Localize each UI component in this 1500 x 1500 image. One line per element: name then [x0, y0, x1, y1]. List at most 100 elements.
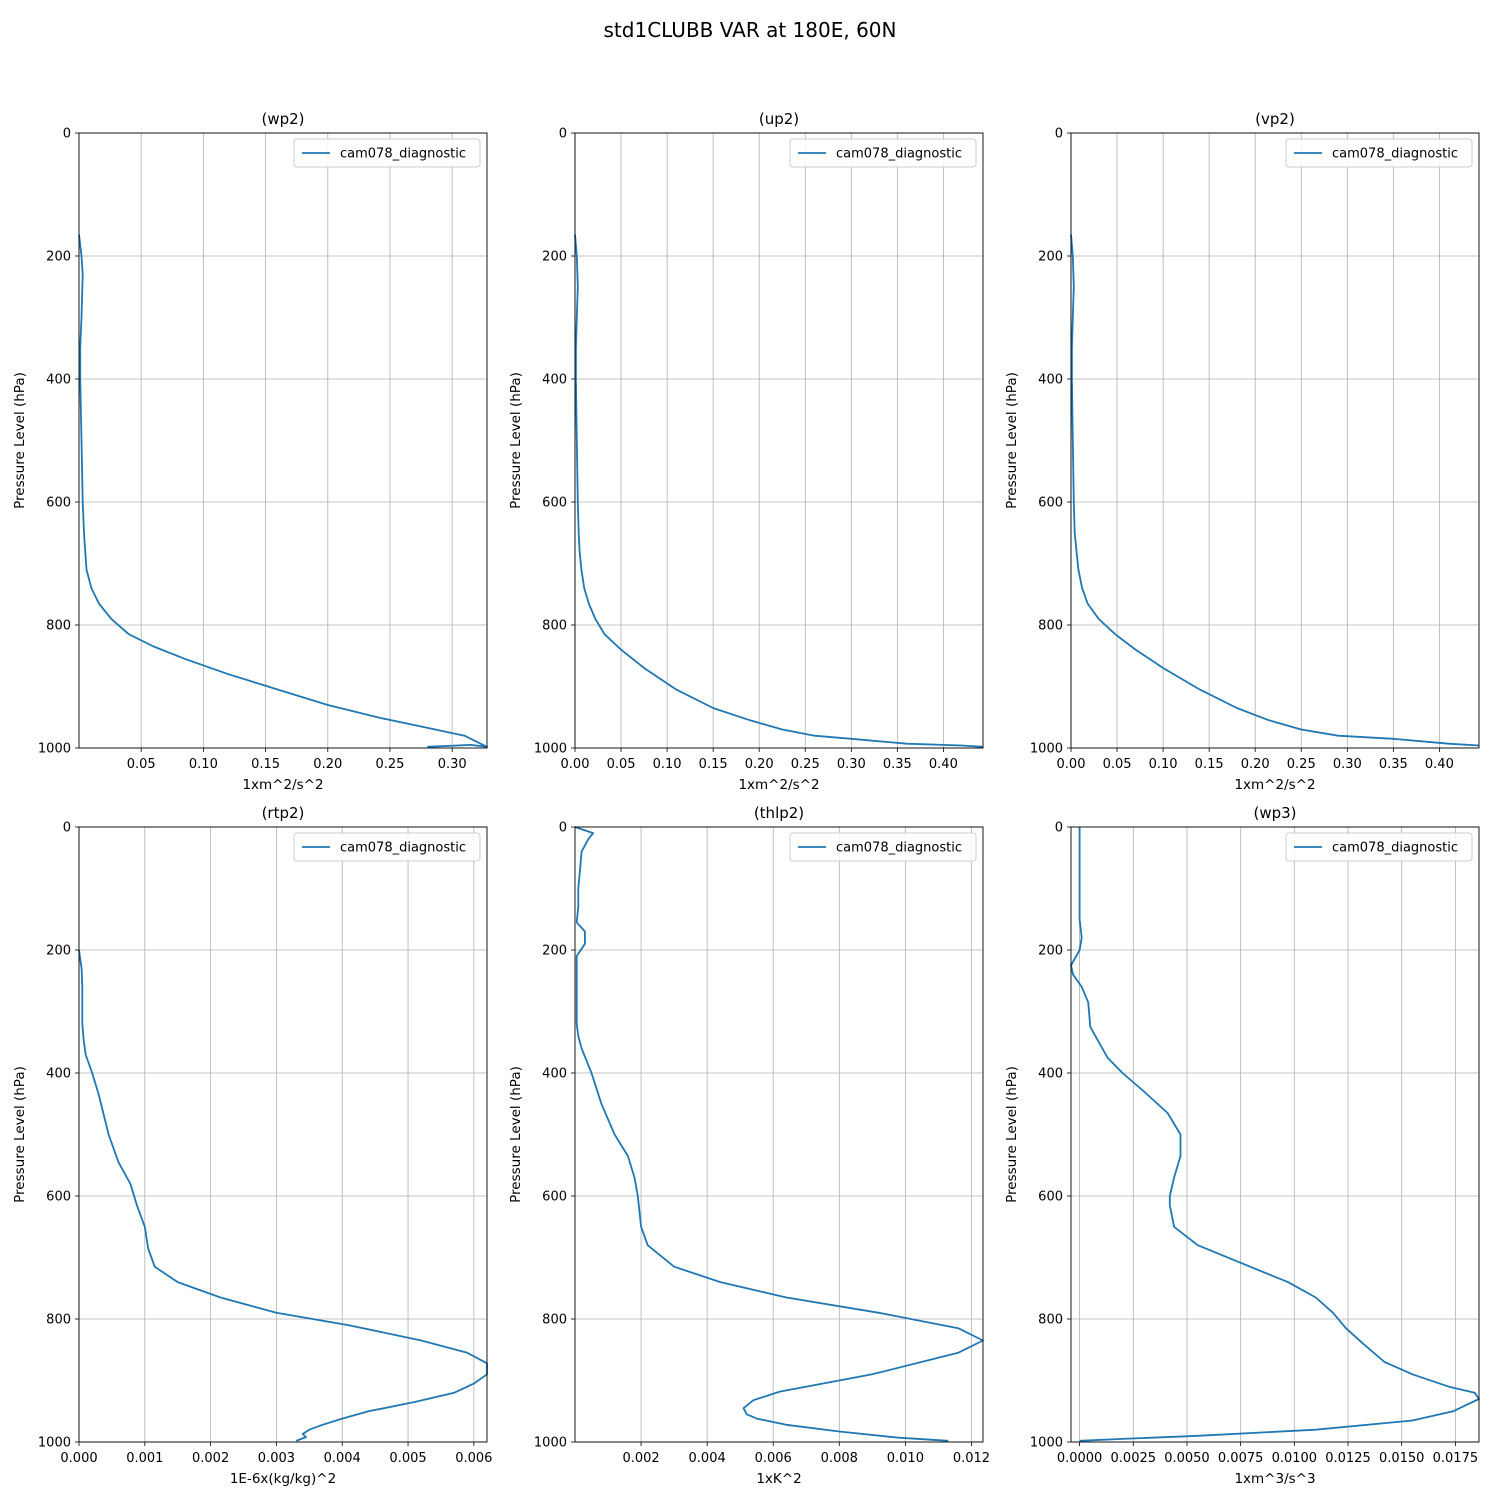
y-tick-label: 200 [1038, 250, 1063, 265]
legend-label: cam078_diagnostic [1332, 841, 1458, 856]
plot-area [1071, 827, 1479, 1442]
legend-label: cam078_diagnostic [836, 147, 962, 162]
x-tick-label: 0.0050 [1164, 1451, 1210, 1466]
axes-frame [78, 132, 488, 749]
y-tick-label: 0 [559, 127, 567, 142]
y-tick-label: 400 [542, 373, 567, 388]
legend: cam078_diagnostic [789, 832, 977, 862]
y-tick-label: 800 [46, 1313, 71, 1328]
x-tick-label: 0.30 [1333, 757, 1362, 772]
legend-box [1285, 832, 1473, 862]
panel-1: 0.00 0.05 0.10 0.15 0.20 0.25 0.30 0.35 0.40 0 200… [508, 110, 984, 793]
y-axis-label: Pressure Level (hPa) [508, 372, 524, 509]
y-tick-label: 600 [542, 1190, 567, 1205]
panel-2: 0.00 0.05 0.10 0.15 0.20 0.25 0.30 0.35 0.40 0 200… [1004, 110, 1480, 793]
x-tick-label: 0.002 [192, 1451, 229, 1466]
y-tick-label: 1000 [534, 1436, 567, 1451]
y-tick-label: 600 [46, 496, 71, 511]
series-line-0 [78, 234, 488, 748]
x-tick-label: 0.003 [258, 1451, 295, 1466]
panel-3: 0.000 0.001 0.002 0.003 0.004 0.005 0.006 0 200 4… [12, 804, 492, 1487]
x-tick-label: 0.0000 [1057, 1451, 1103, 1466]
y-tick-label: 1000 [1030, 1436, 1063, 1451]
panel-title: (rtp2) [262, 804, 305, 822]
y-tick-label: 0 [63, 127, 71, 142]
panel-title: (wp2) [261, 110, 304, 128]
legend-box [293, 138, 481, 168]
y-tick-label: 0 [1055, 127, 1063, 142]
x-tick-label: 0.004 [689, 1451, 726, 1466]
panel-4: 0.002 0.004 0.006 0.008 0.010 0.012 0 200 400 600… [508, 804, 990, 1487]
x-axis-label: 1xm^2/s^2 [1234, 777, 1315, 793]
legend: cam078_diagnostic [789, 138, 977, 168]
y-axis-label: Pressure Level (hPa) [12, 372, 28, 509]
series-line-0 [574, 234, 984, 748]
x-tick-label: 0.25 [791, 757, 820, 772]
legend-label: cam078_diagnostic [340, 147, 466, 162]
x-tick-label: 0.10 [189, 757, 218, 772]
legend: cam078_diagnostic [1285, 138, 1473, 168]
x-tick-label: 0.10 [653, 757, 682, 772]
y-tick-label: 800 [542, 1313, 567, 1328]
axes-frame [1070, 826, 1480, 1443]
x-tick-label: 0.20 [313, 757, 342, 772]
x-tick-label: 0.00 [1057, 757, 1086, 772]
series-line-0 [78, 949, 488, 1442]
x-tick-label: 0.25 [1287, 757, 1316, 772]
x-tick-label: 0.15 [1195, 757, 1224, 772]
y-tick-label: 800 [1038, 619, 1063, 634]
x-tick-label: 0.0025 [1111, 1451, 1157, 1466]
series-line-0 [1070, 827, 1480, 1442]
y-tick-label: 1000 [1030, 742, 1063, 757]
x-tick-label: 0.20 [1241, 757, 1270, 772]
x-tick-label: 0.0150 [1379, 1451, 1425, 1466]
y-tick-label: 0 [1055, 821, 1063, 836]
panel-title: (up2) [759, 110, 799, 128]
legend-box [789, 138, 977, 168]
x-tick-label: 0.006 [755, 1451, 792, 1466]
legend-box [1285, 138, 1473, 168]
legend: cam078_diagnostic [293, 138, 481, 168]
y-tick-label: 600 [1038, 496, 1063, 511]
panel-5: 0.0000 0.0025 0.0050 0.0075 0.0100 0.0125 0.01… [1004, 804, 1480, 1487]
x-tick-label: 0.35 [883, 757, 912, 772]
x-tick-label: 0.001 [126, 1451, 163, 1466]
x-tick-label: 0.006 [455, 1451, 492, 1466]
y-tick-label: 800 [46, 619, 71, 634]
x-tick-label: 0.008 [821, 1451, 858, 1466]
x-tick-label: 0.000 [60, 1451, 97, 1466]
x-axis-label: 1xm^2/s^2 [738, 777, 819, 793]
x-tick-label: 0.20 [745, 757, 774, 772]
x-tick-label: 0.0075 [1218, 1451, 1264, 1466]
plot-area [575, 827, 983, 1442]
y-axis-label: Pressure Level (hPa) [1004, 1066, 1020, 1203]
y-tick-label: 1000 [534, 742, 567, 757]
x-tick-label: 0.15 [251, 757, 280, 772]
panel-title: (vp2) [1255, 110, 1295, 128]
x-tick-label: 0.25 [375, 757, 404, 772]
x-tick-label: 0.30 [438, 757, 467, 772]
y-tick-label: 400 [542, 1067, 567, 1082]
x-tick-label: 0.002 [622, 1451, 659, 1466]
x-tick-label: 0.10 [1149, 757, 1178, 772]
legend: cam078_diagnostic [293, 832, 481, 862]
legend-box [789, 832, 977, 862]
x-tick-label: 0.05 [127, 757, 156, 772]
x-tick-label: 0.30 [837, 757, 866, 772]
x-tick-label: 0.0125 [1325, 1451, 1371, 1466]
legend-label: cam078_diagnostic [340, 841, 466, 856]
y-tick-label: 200 [1038, 944, 1063, 959]
y-tick-label: 400 [46, 1067, 71, 1082]
x-axis-label: 1xK^2 [756, 1471, 801, 1487]
plot-area [79, 827, 487, 1442]
axes-frame [78, 826, 488, 1443]
series-line-0 [574, 826, 984, 1442]
x-tick-label: 0.15 [699, 757, 728, 772]
panel-title: (wp3) [1253, 804, 1296, 822]
y-tick-label: 400 [46, 373, 71, 388]
y-tick-label: 200 [542, 250, 567, 265]
x-tick-label: 0.35 [1379, 757, 1408, 772]
figure-title: std1CLUBB VAR at 180E, 60N [604, 18, 897, 42]
x-axis-label: 1xm^3/s^3 [1234, 1471, 1315, 1487]
